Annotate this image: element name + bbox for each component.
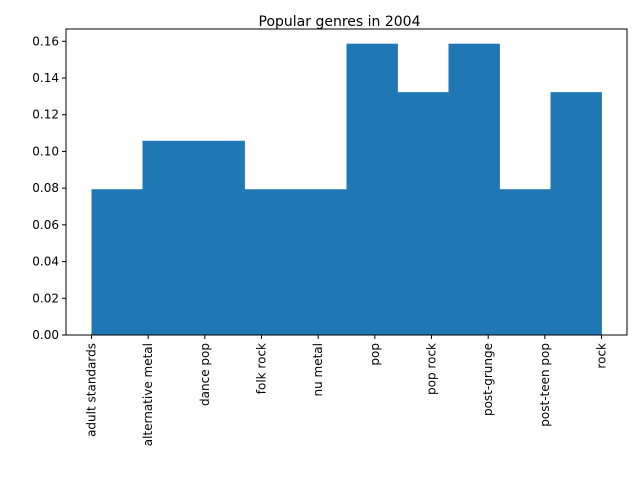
x-tick-label: post-teen pop bbox=[538, 343, 552, 427]
y-axis: 0.00 0.02 0.04 0.06 0.08 0.10 0.12 0.14 0.16 bbox=[32, 34, 66, 342]
bar-6 bbox=[346, 43, 398, 335]
y-tick-label: 0.02 bbox=[32, 291, 59, 305]
plot-frame bbox=[65, 28, 628, 336]
bar-3 bbox=[193, 140, 245, 335]
y-tick-label: 0.04 bbox=[32, 255, 59, 269]
x-tick-label: alternative metal bbox=[141, 343, 155, 446]
x-tick-label: pop bbox=[368, 343, 382, 366]
x-tick-label: pop rock bbox=[425, 343, 439, 395]
x-tick-label: nu metal bbox=[311, 343, 325, 397]
y-tick-label: 0.06 bbox=[32, 218, 59, 232]
bar-5 bbox=[295, 189, 347, 335]
y-tick-label: 0.10 bbox=[32, 144, 59, 158]
chart-title: Popular genres in 2004 bbox=[259, 14, 421, 30]
bars-layer bbox=[91, 43, 602, 336]
x-tick-label: dance pop bbox=[198, 343, 212, 406]
y-tick-label: 0.08 bbox=[32, 181, 59, 195]
y-tick-label: 0.16 bbox=[32, 34, 59, 48]
bar-10 bbox=[550, 92, 602, 336]
x-tick-label: folk rock bbox=[255, 343, 269, 394]
bar-7 bbox=[397, 92, 449, 336]
bar-1 bbox=[91, 189, 143, 335]
x-tick-label: post-grunge bbox=[481, 343, 495, 416]
x-tick-label: adult standards bbox=[85, 343, 99, 437]
x-tick-label: rock bbox=[595, 343, 609, 369]
bar-2 bbox=[142, 140, 194, 335]
y-tick-label: 0.00 bbox=[32, 328, 59, 342]
bar-8 bbox=[448, 43, 500, 335]
y-tick-label: 0.14 bbox=[32, 71, 59, 85]
y-tick-label: 0.12 bbox=[32, 108, 59, 122]
bar-9 bbox=[499, 189, 551, 335]
bar-4 bbox=[244, 189, 296, 335]
x-axis: adult standards alternative metal dance po… bbox=[85, 335, 609, 446]
